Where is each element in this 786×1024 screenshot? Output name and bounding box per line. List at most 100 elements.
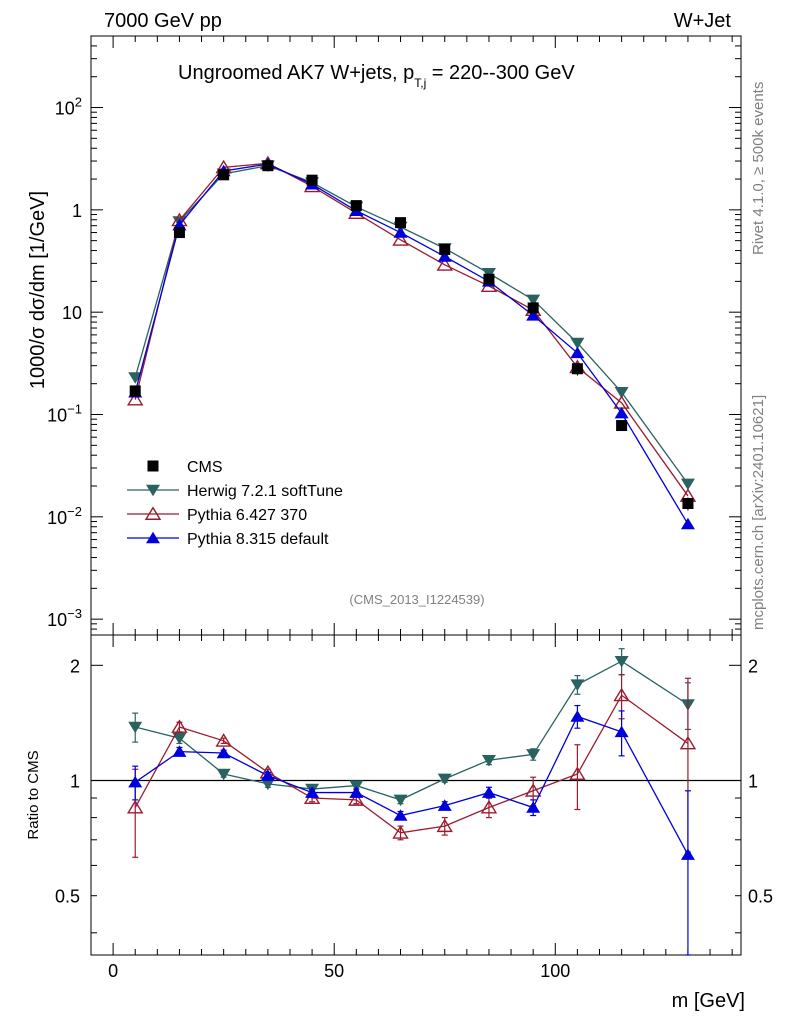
ratio-tick-label-right: 2 — [748, 656, 758, 676]
series-pythia-6-427-370 — [126, 155, 697, 502]
ratio-point — [172, 732, 187, 745]
y-tick-label: 10−2 — [47, 504, 82, 528]
data-point — [350, 200, 362, 212]
y-axis-label: 1000/σ dσ/dm [1/GeV] — [27, 191, 49, 389]
legend-label: Pythia 6.427 370 — [187, 507, 307, 524]
ratio-tick-label-left: 1 — [70, 772, 80, 792]
ratio-point — [349, 780, 364, 792]
ratio-point — [392, 825, 409, 839]
series-cms-data — [129, 160, 694, 511]
ratio-plot-frame — [90, 634, 742, 956]
ratio-point — [570, 679, 585, 691]
legend-marker — [146, 531, 160, 544]
ratio-point — [437, 799, 452, 811]
ratio-point — [614, 725, 629, 738]
legend-label: Herwig 7.2.1 softTune — [187, 483, 343, 500]
ratio-tick-label-left: 2 — [70, 656, 80, 676]
ratio-point — [393, 794, 408, 807]
legend-marker — [144, 506, 162, 520]
ratio-pythia-8-315-default — [128, 704, 695, 956]
ratio-point — [481, 754, 496, 767]
ratio-point — [126, 799, 144, 814]
legend-label-cms: CMS — [187, 459, 223, 476]
ratio-line — [134, 715, 689, 855]
y-tick-label: 10−3 — [47, 606, 82, 630]
ratio-point — [216, 746, 231, 759]
ratio-point — [480, 799, 498, 814]
x-tick-label: 50 — [324, 961, 344, 981]
data-point — [173, 227, 185, 239]
series-point — [436, 257, 453, 271]
header-left: 7000 GeV pp — [104, 10, 222, 32]
data-point — [129, 385, 141, 397]
series-line — [134, 165, 689, 485]
ratio-point — [570, 710, 585, 722]
ratio-point — [260, 769, 275, 781]
ratio-point — [305, 786, 320, 798]
ratio-point — [614, 655, 629, 668]
ratio-tick-label-right: 1 — [748, 772, 758, 792]
series-point — [393, 226, 408, 238]
y-tick-labels: 102 1 10 10−1 10−2 10−3 — [47, 95, 82, 631]
series-point — [570, 346, 585, 359]
ratio-y-axis-label: Ratio to CMS — [25, 750, 42, 839]
series-layer — [126, 155, 697, 956]
axis-ticks: 0 50 100 2 2 1 1 0.5 0.5 — [55, 35, 773, 981]
ratio-point — [680, 848, 695, 860]
ratio-point — [171, 719, 188, 733]
series-point — [526, 309, 541, 321]
series-point — [680, 517, 695, 530]
ratio-point — [526, 749, 541, 761]
ratio-point — [437, 773, 452, 786]
series-point — [128, 372, 143, 384]
y-tick-label: 1 — [72, 201, 82, 221]
series-point — [570, 337, 585, 350]
series-point — [680, 478, 695, 491]
ratio-point — [393, 809, 408, 821]
ratio-point — [128, 775, 143, 788]
legend: CMS Herwig 7.2.1 softTune Pythia 6.427 370… — [127, 459, 343, 548]
ratio-point — [260, 778, 275, 791]
ratio-point — [128, 721, 143, 734]
y-tick-label: 10 — [62, 303, 82, 323]
y-tick-label: 10−1 — [47, 401, 82, 425]
series-point — [437, 250, 452, 262]
ratio-point — [613, 687, 630, 702]
legend-marker-cms — [147, 460, 159, 472]
ratio-tick-label-right: 0.5 — [748, 887, 773, 907]
plot-title: Ungroomed AK7 W+jets, pT,j = 220--300 Ge… — [178, 62, 575, 90]
ratio-point — [481, 786, 496, 798]
rivet-credit: Rivet 4.1.0, ≥ 500k events — [750, 82, 767, 255]
x-tick-label: 100 — [540, 961, 570, 981]
data-point — [395, 217, 407, 229]
y-tick-label: 102 — [55, 95, 82, 119]
legend-marker — [146, 484, 160, 497]
mcplots-credit: mcplots.cern.ch [arXiv:2401.10621] — [750, 395, 767, 630]
series-point — [614, 386, 629, 399]
ratio-tick-label-left: 0.5 — [55, 887, 80, 907]
data-point — [682, 497, 694, 509]
data-point — [218, 169, 230, 181]
data-point — [527, 302, 539, 314]
ratio-point — [215, 733, 232, 747]
ratio-point — [679, 735, 697, 750]
data-point — [616, 420, 628, 432]
series-point — [526, 294, 541, 307]
ratio-pythia-6-427-370 — [126, 674, 697, 858]
x-axis-label: m [GeV] — [672, 990, 745, 1012]
header-right: W+Jet — [674, 10, 732, 32]
data-point — [262, 160, 274, 172]
series-point — [614, 406, 629, 419]
data-point — [483, 273, 495, 285]
x-tick-label: 0 — [108, 961, 118, 981]
ratio-point — [436, 818, 453, 833]
series-line — [134, 162, 689, 497]
series-point — [392, 232, 409, 246]
data-point — [439, 243, 451, 255]
ratio-line — [135, 660, 689, 801]
ratio-point — [172, 745, 187, 757]
data-point — [306, 174, 318, 186]
ratio-point — [526, 801, 541, 813]
ratio-point — [524, 783, 542, 797]
legend-label: Pythia 8.315 default — [187, 531, 329, 548]
